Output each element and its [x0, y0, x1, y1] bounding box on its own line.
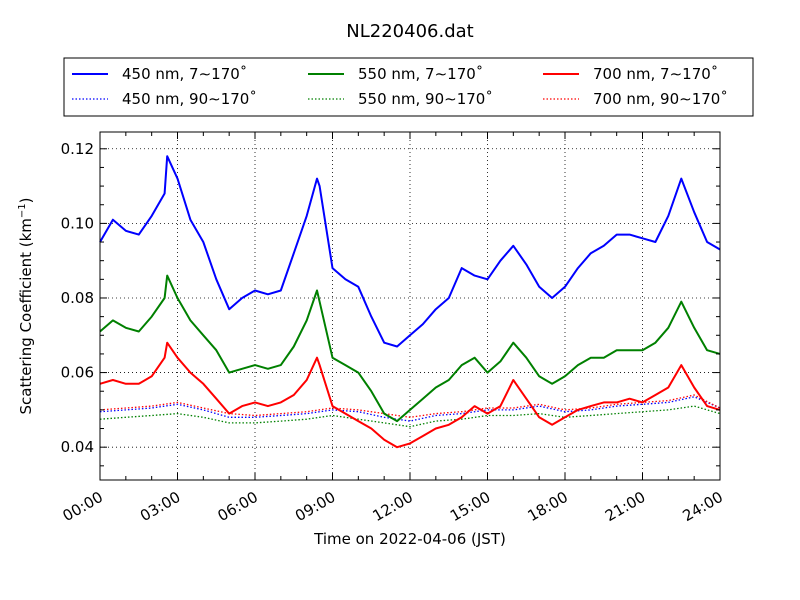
y-tick-label: 0.04 [61, 438, 94, 456]
y-tick-label: 0.08 [61, 289, 94, 307]
y-tick-label: 0.06 [61, 364, 94, 382]
x-axis-label: Time on 2022-04-06 (JST) [313, 530, 506, 548]
axis-ticks [99, 132, 721, 480]
legend-label-1: 450 nm, 90∼170˚ [122, 90, 257, 108]
legend-box [63, 57, 754, 117]
chart-title: NL220406.dat [346, 21, 473, 42]
legend-label-4: 700 nm, 7∼170˚ [593, 65, 718, 83]
legend-label-3: 550 nm, 90∼170˚ [358, 90, 493, 108]
y-axis-label: Scattering Coefficient (km−1) [17, 197, 35, 414]
y-tick-label: 0.12 [61, 140, 94, 158]
y-axis-label-close: ) [17, 197, 35, 203]
series-line-2 [99, 274, 721, 423]
series-line-4 [99, 341, 721, 449]
grid [100, 132, 720, 480]
y-tick-labels: 0.04 0.06 0.08 0.10 0.12 [61, 140, 94, 456]
legend-label-2: 550 nm, 7∼170˚ [358, 65, 483, 83]
y-axis-label-sup: −1 [17, 203, 28, 218]
series-line-1 [99, 396, 721, 422]
series-line-5 [99, 394, 721, 418]
series-line-3 [99, 405, 721, 428]
plot-frame [99, 131, 721, 481]
legend-label-5: 700 nm, 90∼170˚ [593, 90, 728, 108]
legend: 450 nm, 7∼170˚ 450 nm, 90∼170˚ 550 nm, 7∼1… [63, 57, 754, 117]
series-layer [99, 155, 721, 449]
legend-label-0: 450 nm, 7∼170˚ [122, 65, 247, 83]
series-line-0 [99, 155, 721, 348]
y-axis-label-main: Scattering Coefficient (km [17, 218, 35, 414]
y-tick-label: 0.10 [61, 214, 94, 232]
